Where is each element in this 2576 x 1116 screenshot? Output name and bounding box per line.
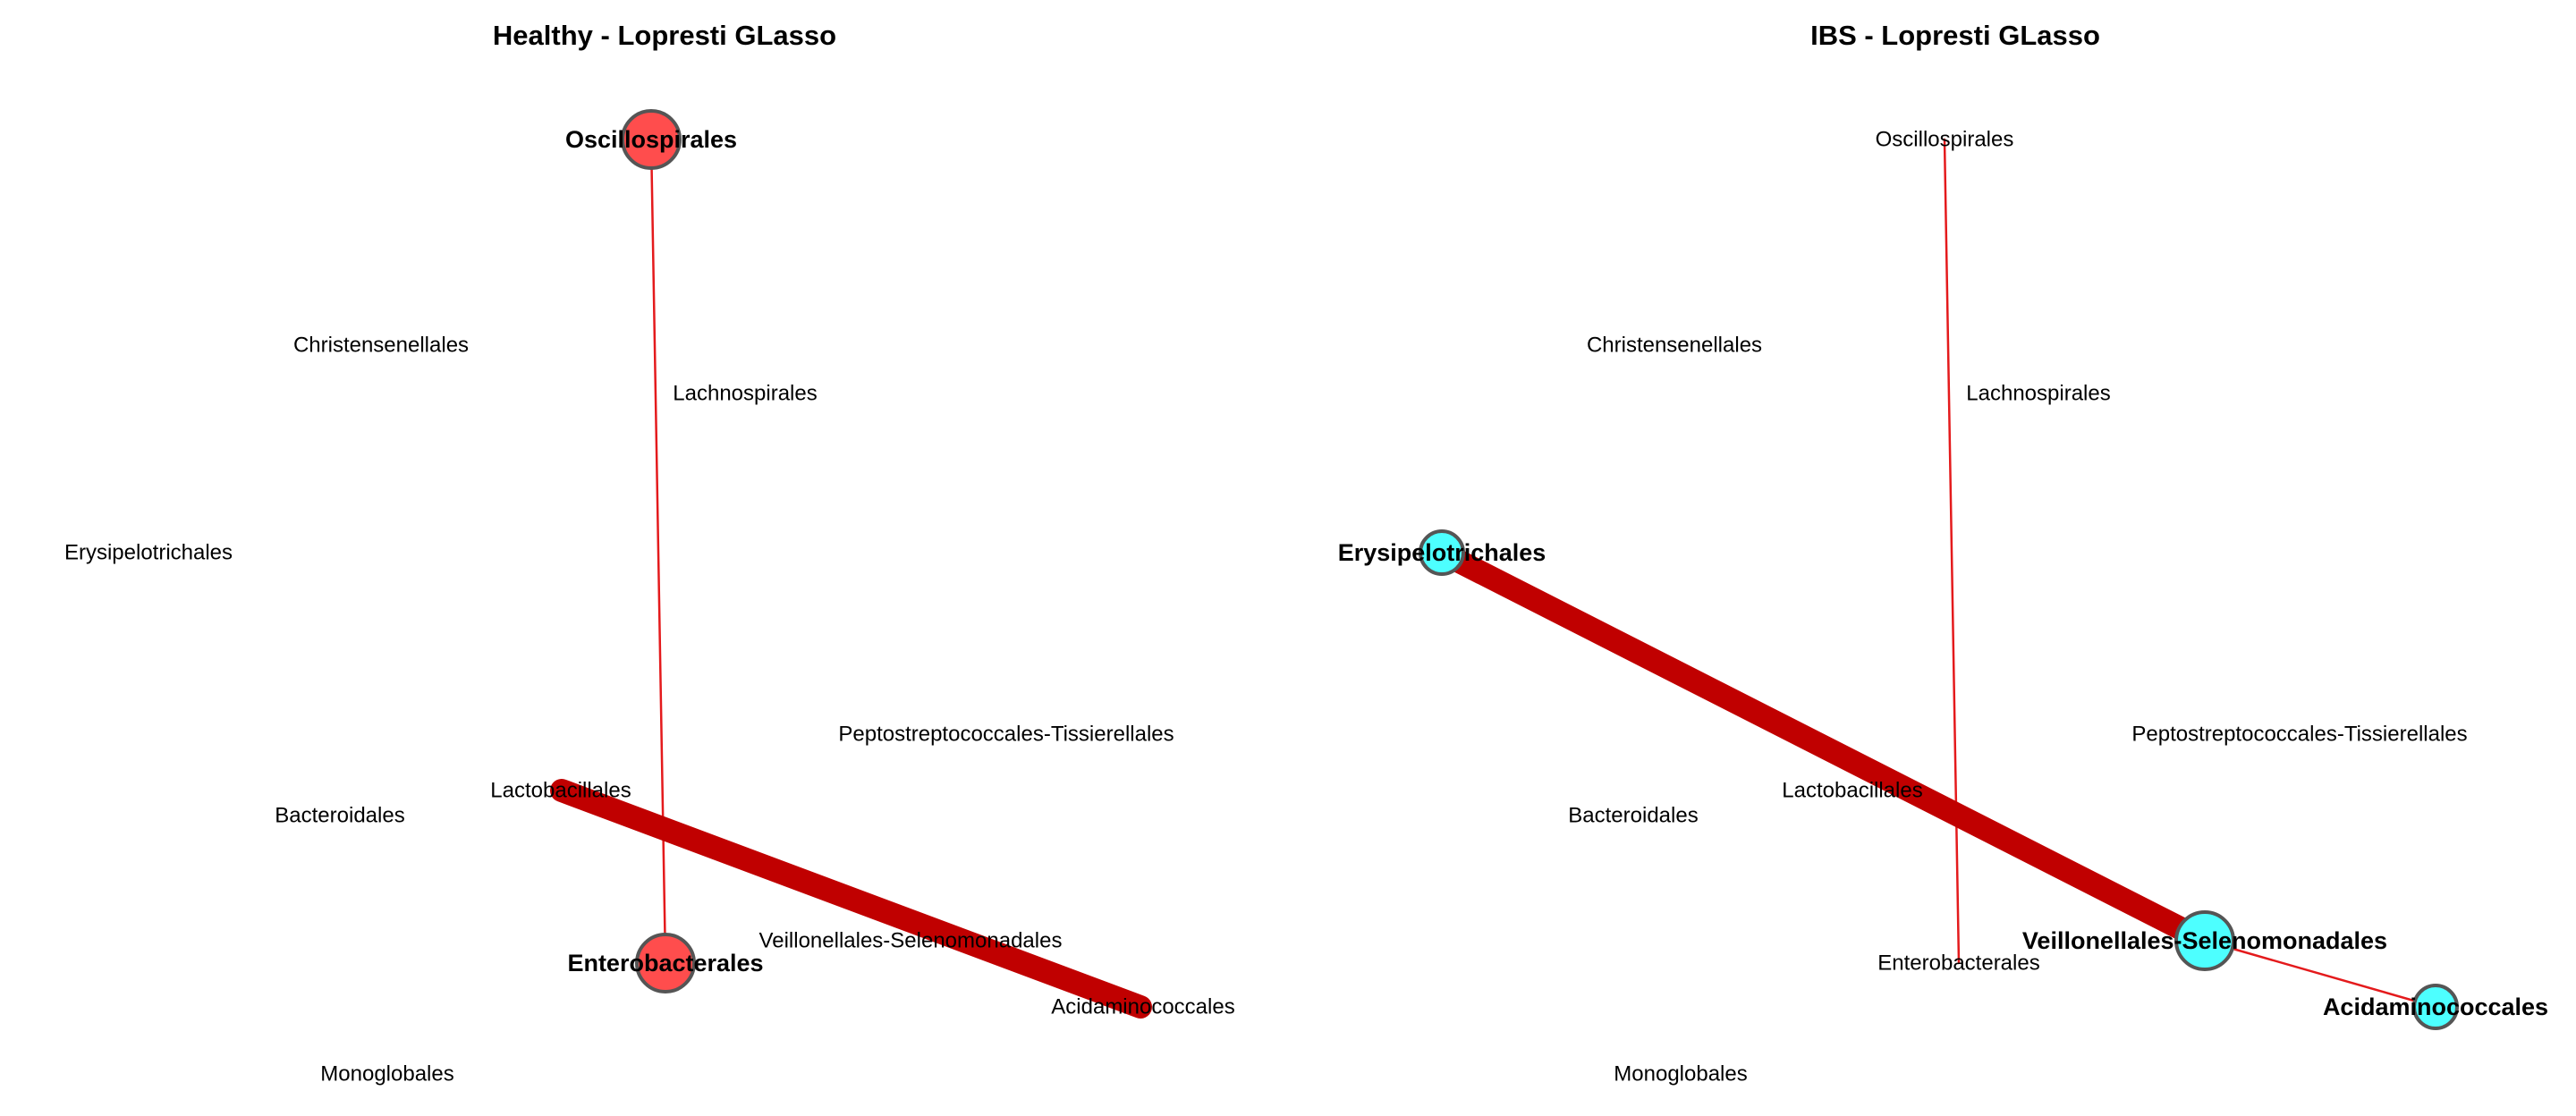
panel-title-healthy: Healthy - Lopresti GLasso <box>493 20 836 51</box>
node-label-peptostreptococcales: Peptostreptococcales-Tissierellales <box>838 723 1174 747</box>
panel-ibs: IBS - Lopresti GLasso Oscillospirales Chr… <box>1338 20 2548 1086</box>
node-label-acidaminococcales: Acidaminococcales <box>1051 995 1234 1019</box>
labels-ibs: Oscillospirales Christensenellales Lachnos… <box>1338 128 2548 1086</box>
node-label-bacteroidales: Bacteroidales <box>275 804 404 828</box>
edge-veillonellales-acidaminococcales <box>2203 939 2437 1009</box>
node-label-enterobacterales: Enterobacterales <box>567 950 763 976</box>
edges-healthy <box>550 138 1152 1019</box>
labels-healthy: Oscillospirales Christensenellales Lachnos… <box>64 126 1235 1086</box>
node-label-lachnospirales: Lachnospirales <box>1966 382 2110 406</box>
node-label-oscillospirales: Oscillospirales <box>565 126 737 153</box>
node-veillonellales <box>2174 910 2235 971</box>
node-label-veillonellales: Veillonellales-Selenomonadales <box>2022 927 2387 954</box>
node-label-lactobacillales: Lactobacillales <box>490 779 631 803</box>
edges-ibs <box>1430 138 2437 1009</box>
panel-healthy: Healthy - Lopresti GLasso Oscillospirale… <box>64 20 1235 1086</box>
node-label-christensenellales: Christensenellales <box>1587 334 1762 358</box>
node-label-erysipelotrichales: Erysipelotrichales <box>64 541 233 565</box>
node-label-peptostreptococcales: Peptostreptococcales-Tissierellales <box>2131 723 2467 747</box>
node-label-bacteroidales: Bacteroidales <box>1568 804 1698 828</box>
node-acidaminococcales <box>2412 984 2459 1030</box>
node-label-enterobacterales: Enterobacterales <box>1877 951 2039 976</box>
node-label-acidaminococcales: Acidaminococcales <box>2323 993 2548 1020</box>
node-label-christensenellales: Christensenellales <box>293 334 469 358</box>
node-label-monoglobales: Monoglobales <box>1614 1062 1747 1086</box>
node-label-veillonellales: Veillonellales-Selenomonadales <box>759 929 1063 953</box>
node-label-lachnospirales: Lachnospirales <box>673 382 817 406</box>
edge-oscillospirales-enterobacterales <box>1943 138 1961 965</box>
edge-lactobacillales-acidaminococcales <box>550 779 1152 1019</box>
node-label-lactobacillales: Lactobacillales <box>1782 779 1922 803</box>
node-erysipelotrichales <box>1419 529 1465 576</box>
node-label-erysipelotrichales: Erysipelotrichales <box>1338 539 1546 566</box>
nodes-ibs <box>1419 529 2459 1030</box>
node-oscillospirales <box>621 109 682 170</box>
edge-erysipelotrichales-veillonellales <box>1430 541 2216 952</box>
node-label-oscillospirales: Oscillospirales <box>1876 128 2014 152</box>
nodes-healthy <box>621 109 696 993</box>
node-enterobacterales <box>635 933 696 993</box>
node-label-monoglobales: Monoglobales <box>320 1062 453 1086</box>
panel-title-ibs: IBS - Lopresti GLasso <box>1810 20 2100 51</box>
